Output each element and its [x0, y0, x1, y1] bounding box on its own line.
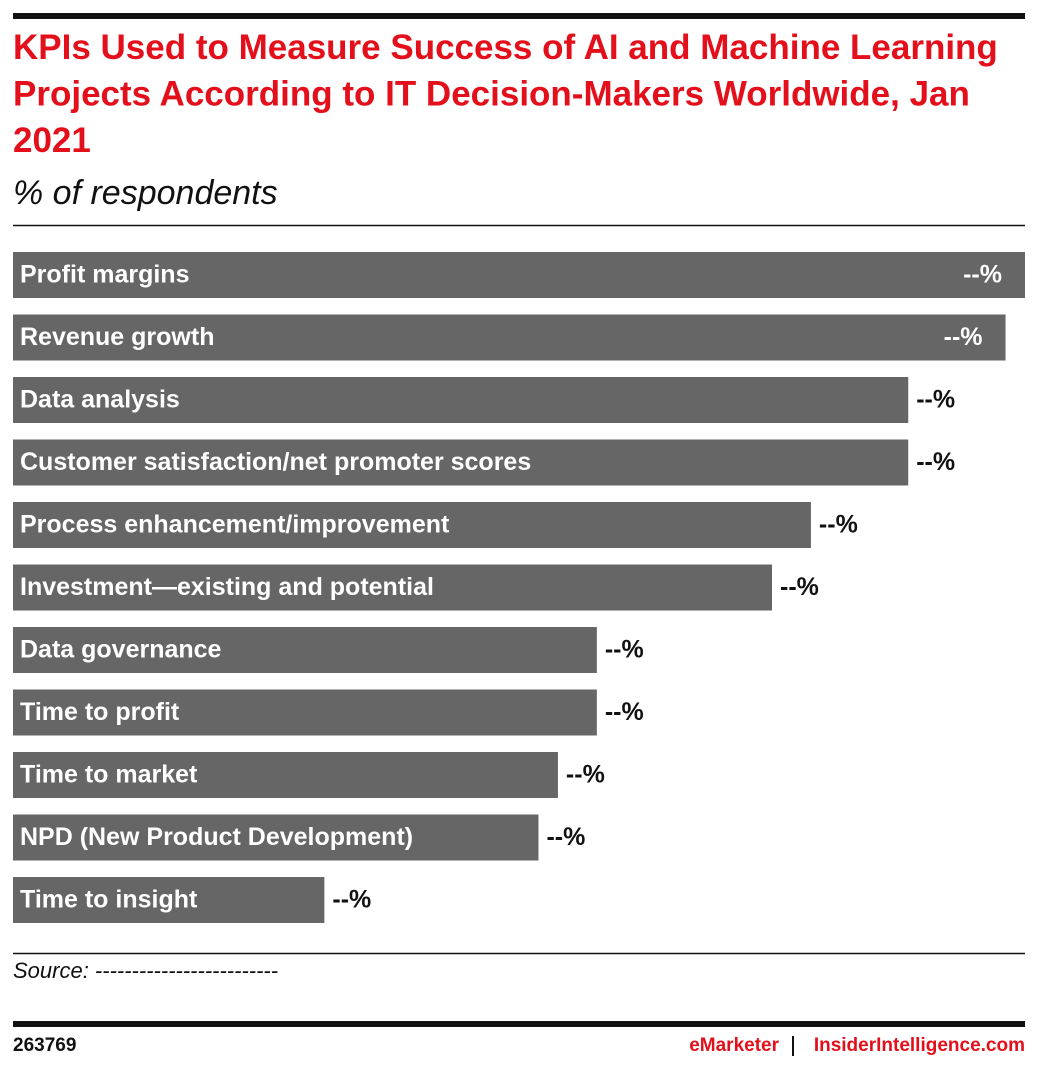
bar-label: Time to market	[20, 761, 198, 789]
bar-label: Data governance	[20, 636, 222, 664]
bar	[13, 877, 325, 923]
brand-site: InsiderIntelligence.com	[814, 1035, 1025, 1056]
bar	[13, 752, 558, 798]
source: Source: -------------------------	[13, 958, 278, 983]
brand: eMarketer	[689, 1035, 779, 1056]
value-label: --%	[546, 823, 585, 851]
bar-label: Time to profit	[20, 698, 180, 726]
chart-subtitle: % of respondents	[13, 174, 278, 212]
bar-label: Customer satisfaction/net promoter score…	[20, 448, 531, 476]
bar	[13, 314, 1006, 361]
bar	[13, 252, 1025, 298]
bar-label: NPD (New Product Development)	[20, 823, 413, 851]
bar	[13, 377, 909, 423]
bar	[13, 627, 597, 673]
value-label: --%	[944, 323, 983, 351]
bar	[13, 439, 909, 486]
bar-label: Revenue growth	[20, 323, 214, 351]
value-label: --%	[566, 761, 605, 789]
top-rule	[13, 13, 1025, 19]
bar-label: Data analysis	[20, 386, 180, 414]
value-label: --%	[605, 636, 644, 664]
value-label: --%	[963, 261, 1002, 289]
value-label: --%	[819, 511, 858, 539]
bar-label: Process enhancement/improvement	[20, 511, 450, 539]
value-label: --%	[916, 386, 955, 414]
value-label: --%	[780, 573, 819, 601]
bar	[13, 564, 772, 611]
bar-label: Time to insight	[20, 886, 198, 914]
bottom-rule	[13, 1021, 1025, 1027]
value-label: --%	[605, 698, 644, 726]
value-label: --%	[332, 886, 371, 914]
chart-title: KPIs Used to Measure Success of AI and M…	[13, 28, 998, 160]
bar	[13, 814, 539, 861]
bar	[13, 689, 597, 736]
chart-id: 263769	[13, 1035, 76, 1056]
bar	[13, 502, 811, 548]
value-label: --%	[916, 448, 955, 476]
bar-label: Profit margins	[20, 261, 189, 289]
bar-label: Investment—existing and potential	[20, 573, 434, 601]
